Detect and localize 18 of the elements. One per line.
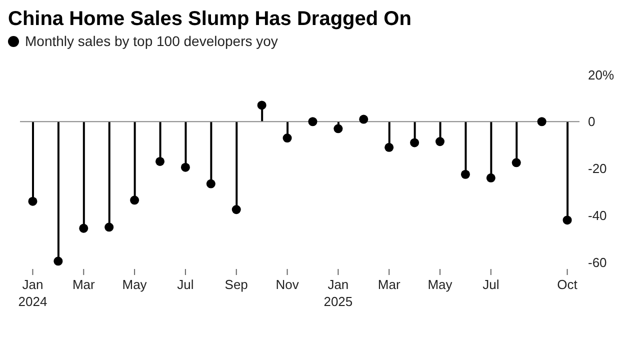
x-tick-label: Sep (224, 277, 248, 292)
y-tick-label: 20% (588, 67, 614, 82)
x-tick-label: Nov (276, 277, 300, 292)
chart-title: China Home Sales Slump Has Dragged On (8, 8, 412, 31)
x-tick-label: Jan 2025 (324, 277, 353, 309)
x-tick-label: Mar (72, 277, 96, 292)
x-tick-label: Jul (482, 277, 500, 292)
x-tick-label: Oct (557, 277, 578, 292)
y-tick-label: -60 (588, 254, 607, 270)
y-tick-label: 0 (588, 114, 596, 130)
x-tick-label: May (122, 277, 148, 292)
x-tick-label: Jul (177, 277, 194, 292)
x-tick-label: Jan 2024 (18, 277, 48, 309)
legend-label: Monthly sales by top 100 developers yoy (25, 33, 278, 49)
y-tick-label: -40 (588, 208, 607, 224)
x-tick-label: May (428, 277, 453, 292)
x-tick-label: Mar (378, 277, 401, 292)
y-tick-label: -20 (588, 161, 607, 176)
